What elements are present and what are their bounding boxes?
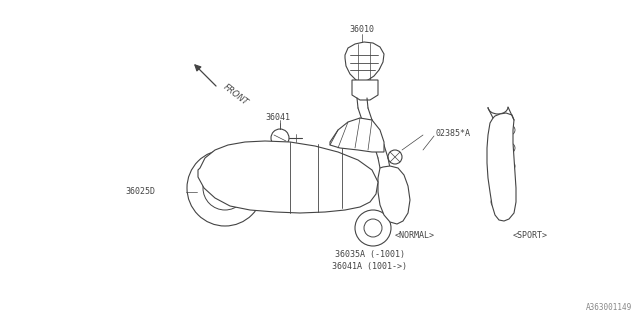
Polygon shape (345, 42, 384, 82)
Text: 02385*A: 02385*A (435, 129, 470, 138)
Polygon shape (487, 113, 516, 221)
Text: A363001149: A363001149 (586, 303, 632, 312)
Text: 36035A (-1001): 36035A (-1001) (335, 251, 405, 260)
Text: 36010: 36010 (349, 26, 374, 35)
Polygon shape (330, 118, 384, 152)
Polygon shape (352, 80, 378, 100)
Text: 36041A (1001->): 36041A (1001->) (333, 261, 408, 270)
Text: 36041: 36041 (265, 114, 290, 123)
Text: <SPORT>: <SPORT> (513, 230, 547, 239)
Text: 36025D: 36025D (125, 188, 155, 196)
Text: <NORMAL>: <NORMAL> (395, 230, 435, 239)
Polygon shape (198, 141, 378, 213)
Text: FRONT: FRONT (222, 82, 250, 107)
Polygon shape (378, 166, 410, 224)
